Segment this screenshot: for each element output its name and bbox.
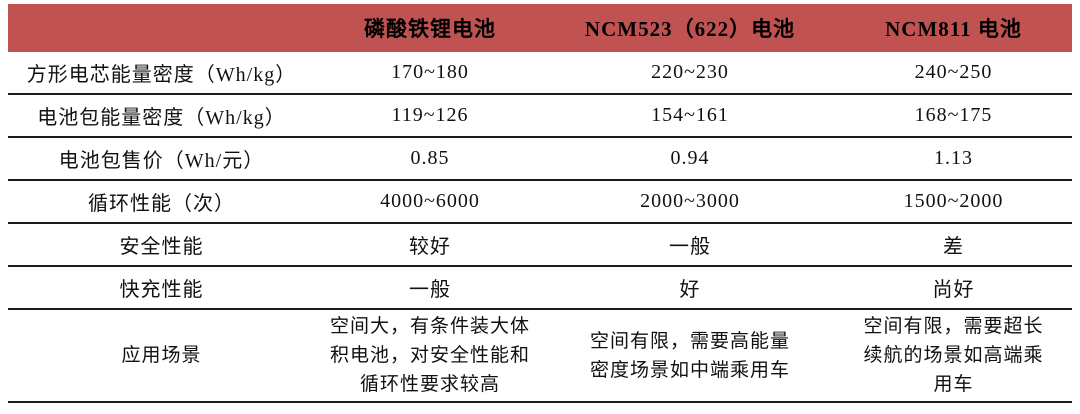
table-row-pack-energy-density: 电池包能量密度（Wh/kg） 119~126 154~161 168~175 [8, 94, 1072, 138]
cell-value: 一般 [315, 266, 545, 310]
cell-value: 空间有限，需要超长续航的场景如高端乘用车 [835, 309, 1072, 403]
cell-value: 0.85 [315, 137, 545, 181]
header-col-ncm523: NCM523（622）电池 [545, 4, 835, 52]
row-label: 电池包能量密度（Wh/kg） [8, 94, 315, 138]
cell-value: 一般 [545, 223, 835, 267]
header-row: 磷酸铁锂电池 NCM523（622）电池 NCM811 电池 [8, 4, 1072, 52]
application-text-ncm523: 空间有限，需要高能量密度场景如中端乘用车 [590, 330, 791, 381]
row-label: 循环性能（次） [8, 180, 315, 224]
row-label: 快充性能 [8, 266, 315, 310]
cell-value: 119~126 [315, 94, 545, 138]
cell-value: 空间大，有条件装大体积电池，对安全性能和循环性要求较高 [315, 309, 545, 403]
cell-value: 空间有限，需要高能量密度场景如中端乘用车 [545, 309, 835, 403]
application-text-lfp: 空间大，有条件装大体积电池，对安全性能和循环性要求较高 [330, 316, 531, 395]
row-label: 方形电芯能量密度（Wh/kg） [8, 52, 315, 95]
cell-value: 较好 [315, 223, 545, 267]
cell-value: 1.13 [835, 137, 1072, 181]
cell-value: 好 [545, 266, 835, 310]
battery-comparison-table-page: 磷酸铁锂电池 NCM523（622）电池 NCM811 电池 方形电芯能量密度（… [0, 4, 1080, 414]
cell-value: 154~161 [545, 94, 835, 138]
table-row-fast-charging: 快充性能 一般 好 尚好 [8, 266, 1072, 310]
application-text-ncm811: 空间有限，需要超长续航的场景如高端乘用车 [863, 316, 1044, 395]
cell-value: 1500~2000 [835, 180, 1072, 224]
row-label: 安全性能 [8, 223, 315, 267]
cell-value: 168~175 [835, 94, 1072, 138]
cell-value: 尚好 [835, 266, 1072, 310]
table-row-pack-price: 电池包售价（Wh/元） 0.85 0.94 1.13 [8, 137, 1072, 181]
battery-comparison-table: 磷酸铁锂电池 NCM523（622）电池 NCM811 电池 方形电芯能量密度（… [8, 4, 1072, 403]
header-col-ncm811: NCM811 电池 [835, 4, 1072, 52]
cell-value: 170~180 [315, 52, 545, 95]
row-label: 应用场景 [8, 309, 315, 403]
cell-value: 4000~6000 [315, 180, 545, 224]
table-row-safety: 安全性能 较好 一般 差 [8, 223, 1072, 267]
header-col-lfp: 磷酸铁锂电池 [315, 4, 545, 52]
header-empty-cell [8, 4, 315, 52]
cell-value: 240~250 [835, 52, 1072, 95]
cell-value: 差 [835, 223, 1072, 267]
cell-value: 2000~3000 [545, 180, 835, 224]
table-row-cell-energy-density: 方形电芯能量密度（Wh/kg） 170~180 220~230 240~250 [8, 52, 1072, 95]
table-row-application-scenario: 应用场景 空间大，有条件装大体积电池，对安全性能和循环性要求较高 空间有限，需要… [8, 309, 1072, 403]
table-row-cycle-life: 循环性能（次） 4000~6000 2000~3000 1500~2000 [8, 180, 1072, 224]
cell-value: 0.94 [545, 137, 835, 181]
row-label: 电池包售价（Wh/元） [8, 137, 315, 181]
cell-value: 220~230 [545, 52, 835, 95]
